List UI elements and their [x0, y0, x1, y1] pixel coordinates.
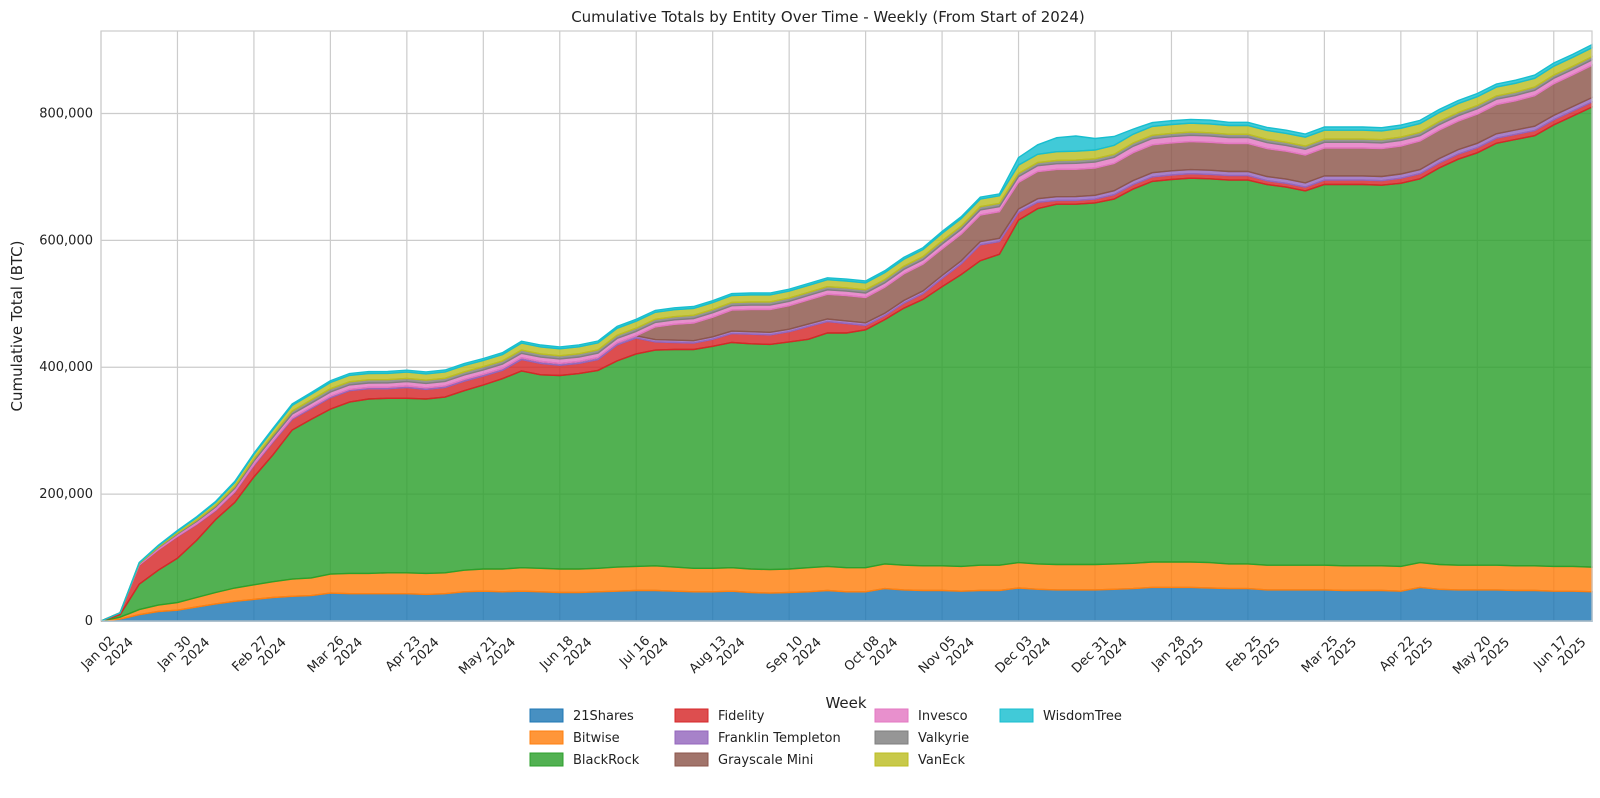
- x-tick-label: Mar 262024: [305, 625, 366, 686]
- y-tick-label: 200,000: [39, 487, 93, 502]
- x-tick-label: Feb 252025: [1224, 625, 1284, 685]
- x-axis-label: Week: [825, 694, 866, 712]
- legend-swatch-bitwise: [529, 730, 564, 745]
- y-tick-label: 0: [85, 614, 93, 629]
- x-tick-label: Jan 302024: [154, 625, 213, 684]
- y-tick-label: 600,000: [39, 233, 93, 248]
- y-axis-ticks: 0 200,000 400,000 600,000 800,000: [39, 106, 93, 629]
- legend-label-wisdomtree: WisdomTree: [1043, 709, 1122, 724]
- legend-label-bitwise: Bitwise: [573, 731, 620, 746]
- x-tick-label: May 212024: [456, 625, 519, 688]
- x-tick-label: Mar 252025: [1299, 625, 1360, 686]
- legend-swatch-invesco: [874, 708, 909, 723]
- x-tick-label: May 202025: [1450, 625, 1513, 688]
- x-tick-label: Jun 182024: [537, 625, 596, 684]
- legend-swatch-wisdomtree: [999, 708, 1034, 723]
- legend-label-21shares: 21Shares: [573, 709, 634, 724]
- legend-swatch-valkyrie: [874, 730, 909, 745]
- legend-swatch-franklin-templeton: [674, 730, 709, 745]
- x-tick-label: Oct 082024: [842, 625, 902, 685]
- legend-swatch-21shares: [529, 708, 564, 723]
- plot-frame: [100, 30, 1593, 622]
- legend-label-blackrock: BlackRock: [573, 753, 640, 768]
- area-series: [100, 43, 1593, 622]
- x-tick-label: Apr 232024: [383, 625, 443, 685]
- x-tick-label: Jul 162024: [616, 625, 672, 681]
- legend-label-valkyrie: Valkyrie: [918, 731, 969, 746]
- legend-label-franklin-templeton: Franklin Templeton: [718, 731, 841, 746]
- x-tick-label: Dec 032024: [993, 625, 1055, 687]
- x-tick-label: Jan 022024: [78, 625, 137, 684]
- x-axis-ticks: Jan 022024 Jan 302024 Feb 272024 Mar 262024…: [78, 625, 1590, 688]
- y-tick-label: 800,000: [39, 106, 93, 121]
- legend-label-fidelity: Fidelity: [718, 709, 765, 724]
- legend: 21Shares Bitwise BlackRock Fidelity Franklin…: [529, 708, 1122, 768]
- x-tick-label: Nov 052024: [916, 625, 978, 687]
- legend-label-invesco: Invesco: [918, 709, 968, 724]
- legend-swatch-blackrock: [529, 752, 564, 767]
- x-tick-label: Aug 132024: [687, 625, 749, 687]
- x-tick-label: Apr 222025: [1377, 625, 1437, 685]
- legend-swatch-vaneck: [874, 752, 909, 767]
- x-tick-label: Jun 172025: [1531, 625, 1590, 684]
- x-tick-label: Jan 282025: [1148, 625, 1207, 684]
- x-tick-label: Dec 312024: [1069, 625, 1131, 687]
- x-tick-label: Sep 102024: [764, 625, 825, 686]
- legend-label-vaneck: VanEck: [918, 753, 965, 768]
- legend-swatch-fidelity: [674, 708, 709, 723]
- x-tick-label: Feb 272024: [230, 625, 290, 685]
- legend-label-grayscale-mini: Grayscale Mini: [718, 753, 813, 768]
- y-axis-label: Cumulative Total (BTC): [8, 241, 26, 412]
- y-tick-label: 400,000: [39, 360, 93, 375]
- chart-title: Cumulative Totals by Entity Over Time - …: [571, 8, 1085, 26]
- legend-swatch-grayscale-mini: [674, 752, 709, 767]
